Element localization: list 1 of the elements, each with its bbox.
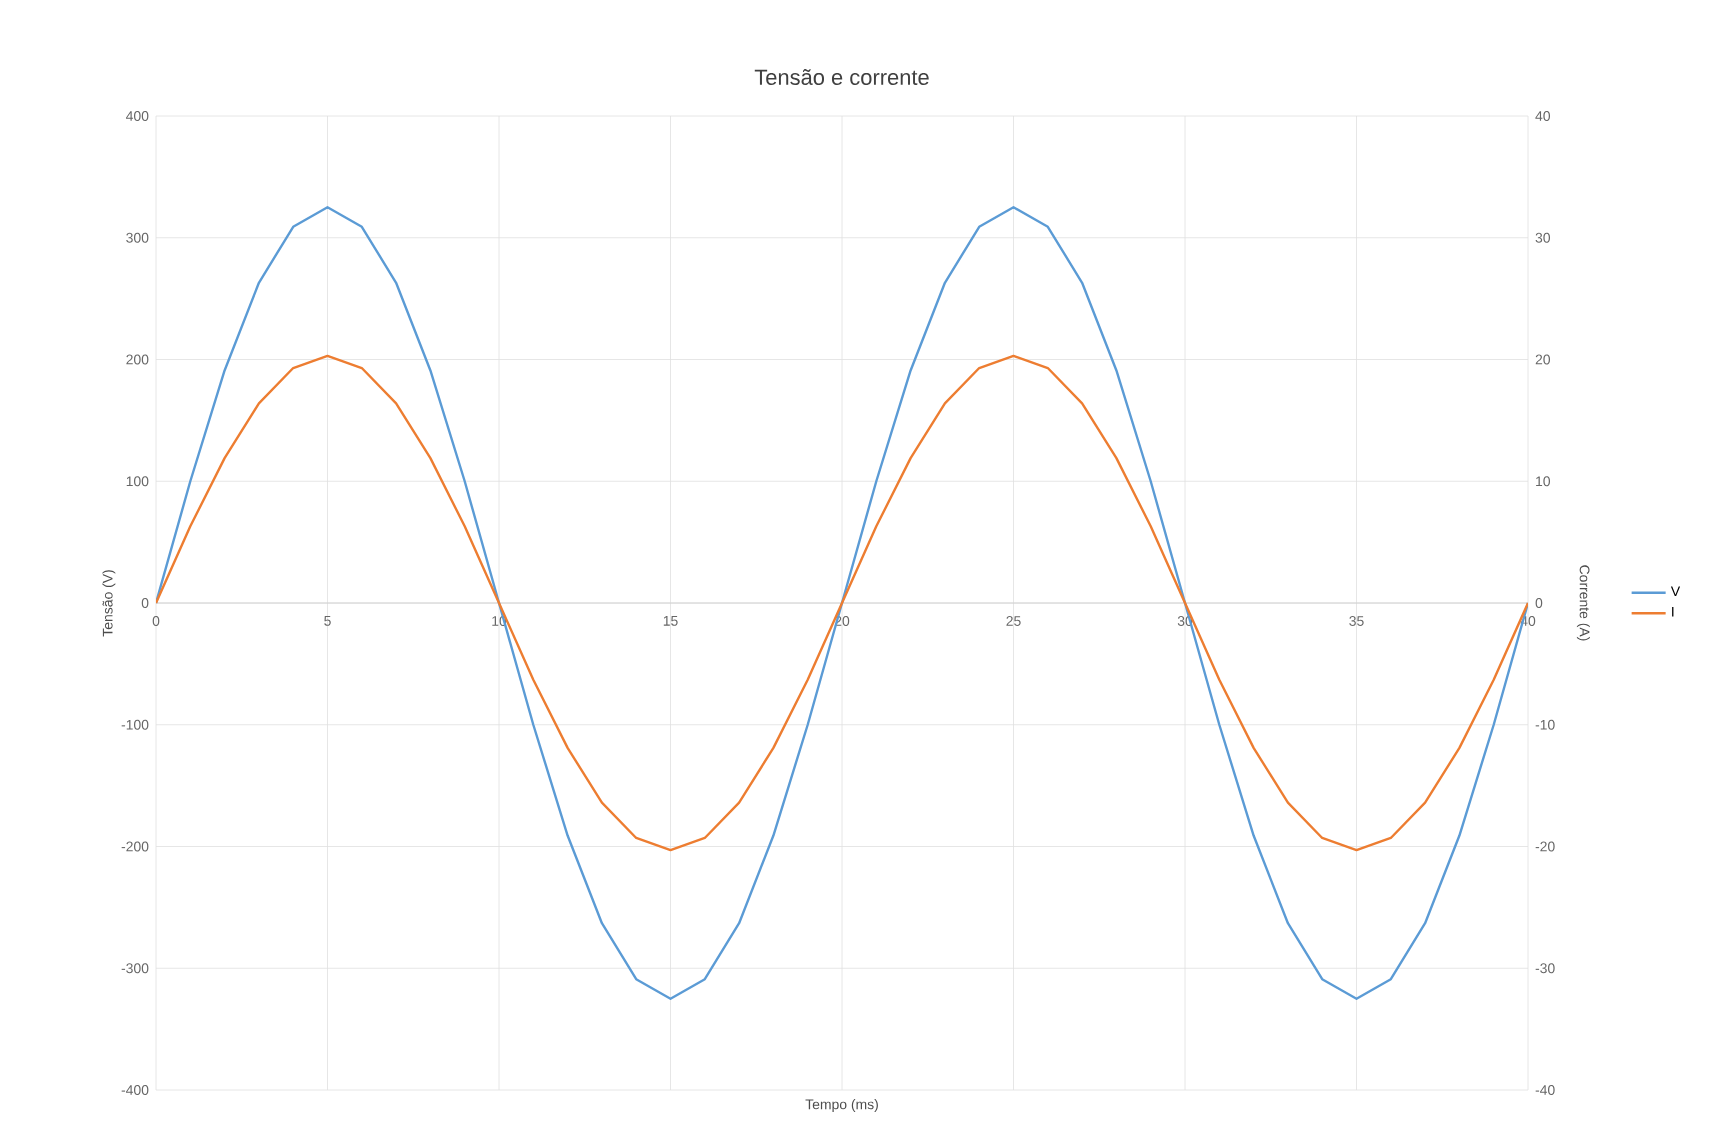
chart-title: Tensão e corrente	[754, 69, 929, 86]
